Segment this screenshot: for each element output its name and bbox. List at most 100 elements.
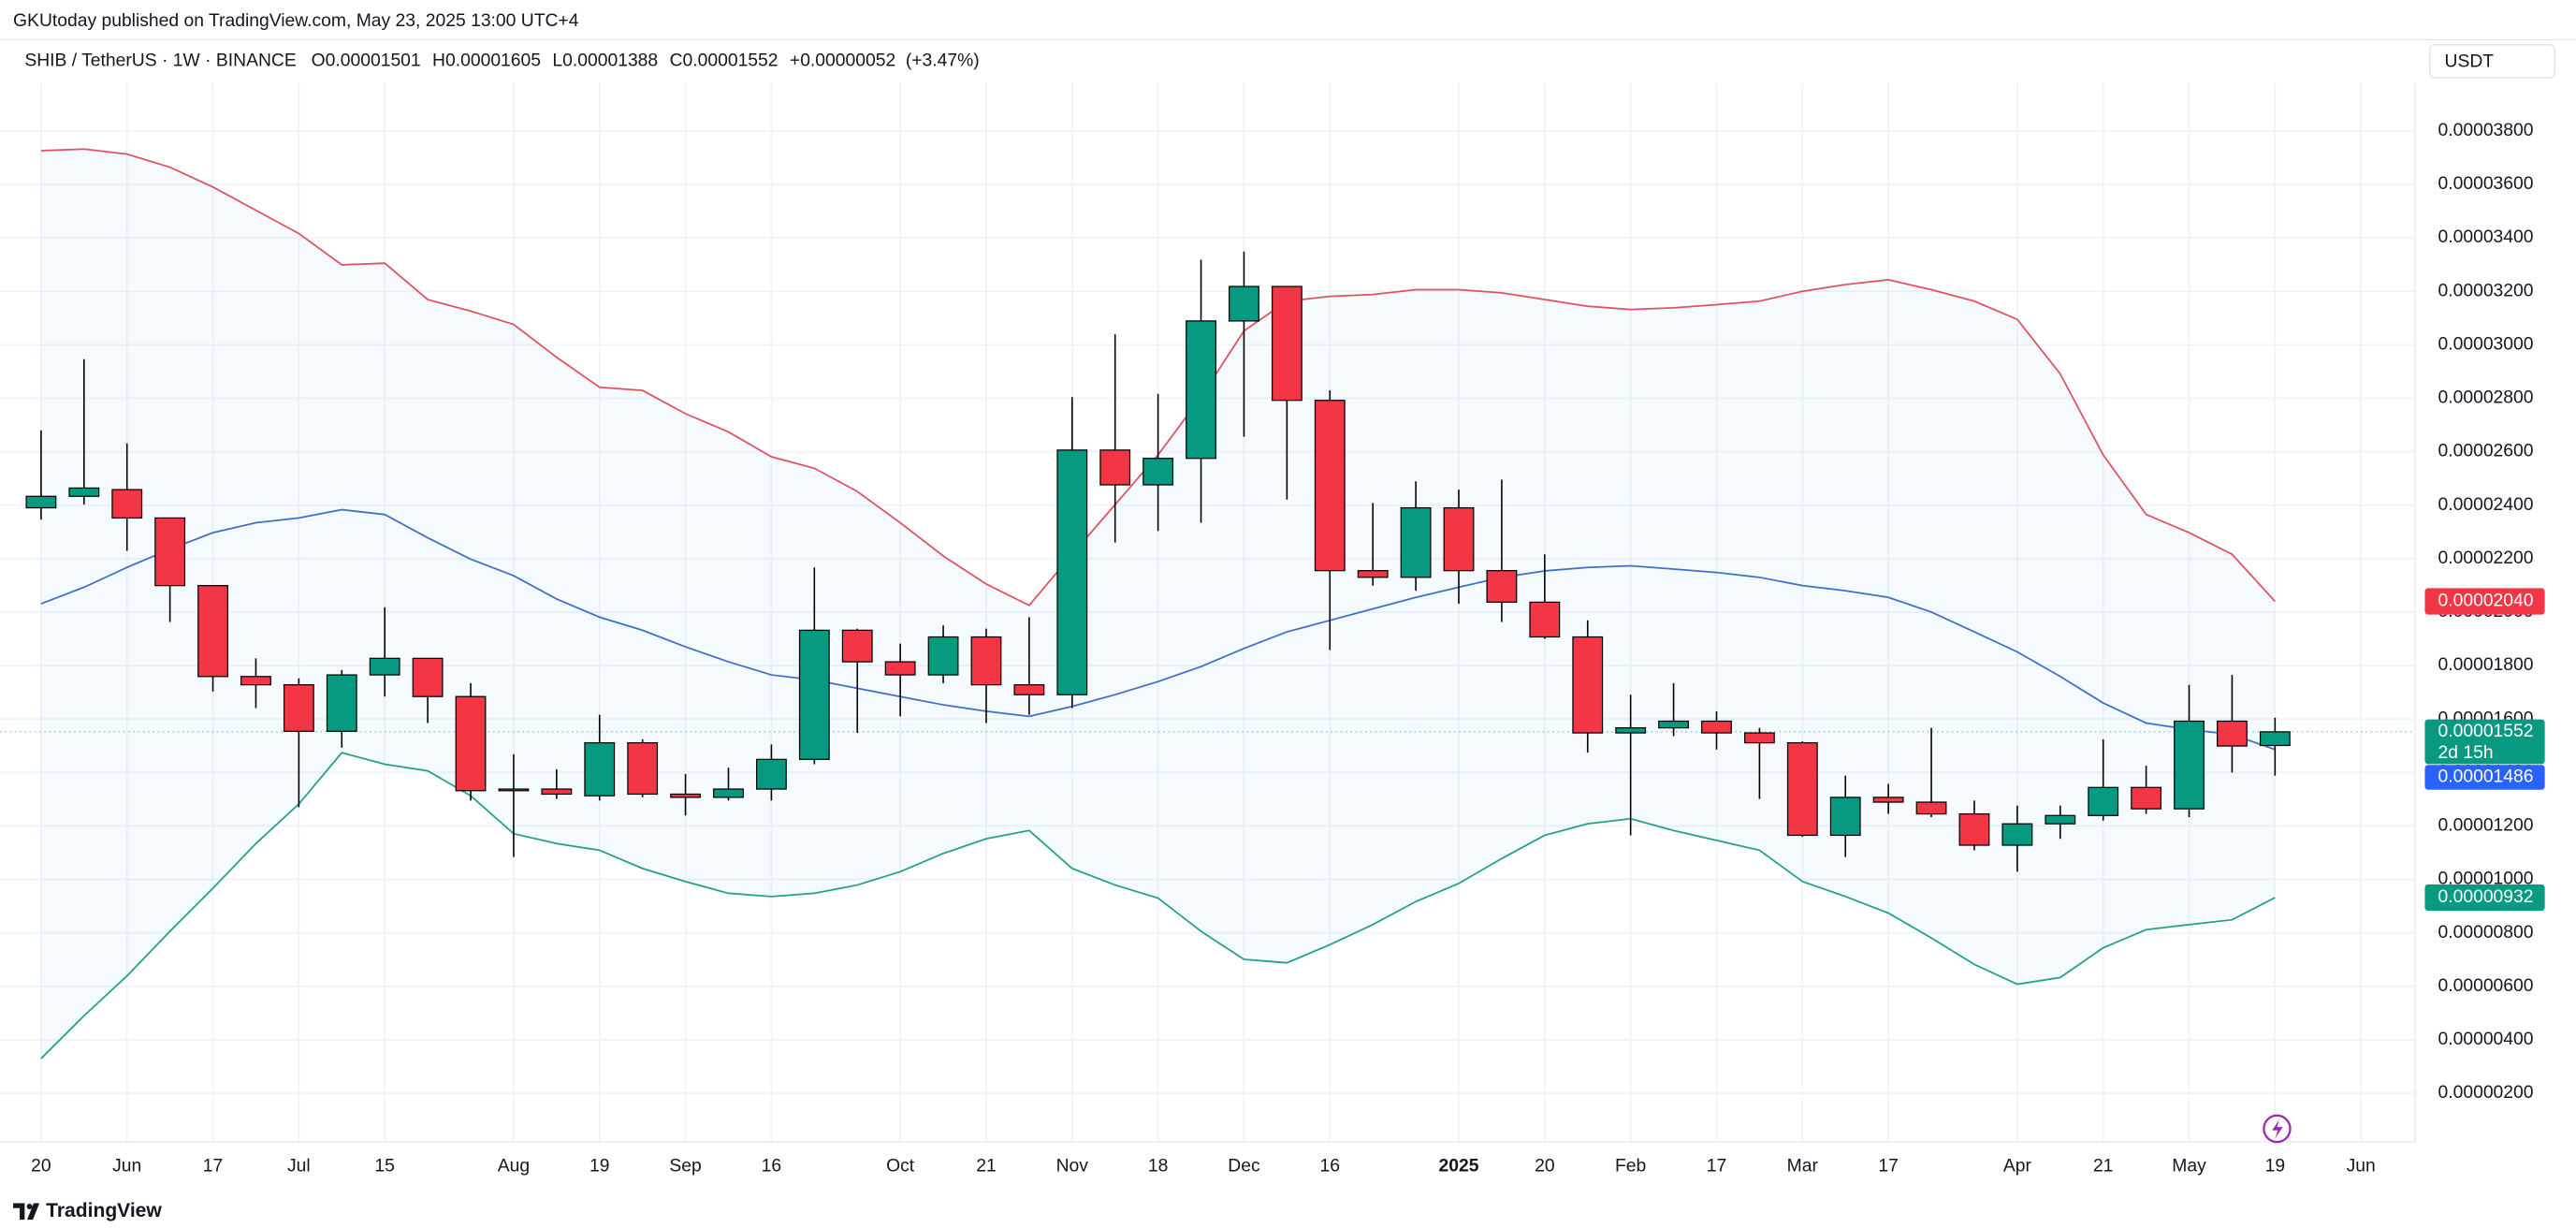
- x-tick-label: 19: [589, 1156, 609, 1177]
- y-tick-label: 0.00003400: [2438, 227, 2534, 247]
- middle-band-tag: [2424, 765, 2545, 790]
- y-tick-label: 0.00001000: [2438, 869, 2534, 889]
- candle-body: [1572, 636, 1604, 734]
- ohlc-value: 0.00001605: [445, 51, 541, 71]
- candle-body: [197, 585, 228, 678]
- candle-body: [1829, 797, 1861, 837]
- candle-body: [2259, 731, 2291, 747]
- candle-body: [755, 758, 787, 790]
- candle-body: [1872, 797, 1904, 803]
- y-tick-label: 0.00002800: [2438, 387, 2534, 408]
- logo-shape: [26, 1203, 40, 1221]
- candle-body: [154, 517, 186, 587]
- candle-body: [713, 788, 744, 798]
- candle-body: [455, 695, 487, 792]
- x-tick-label: Jun: [2347, 1156, 2376, 1177]
- x-tick-label: 15: [374, 1156, 394, 1177]
- lower-band-label: 0.00000932: [2438, 886, 2534, 907]
- candle-body: [884, 661, 916, 676]
- candle-body: [68, 487, 100, 497]
- symbol-title: SHIB / TetherUS · 1W · BINANCE: [24, 51, 296, 71]
- x-tick-label: Dec: [1228, 1156, 1260, 1177]
- lower-band-tag: [2424, 884, 2545, 912]
- candle-body: [2088, 786, 2119, 816]
- x-tick-label: 21: [976, 1156, 996, 1177]
- close-label: 0.00001552: [2438, 721, 2534, 741]
- lightning-button[interactable]: [2263, 1114, 2292, 1144]
- candle-body: [927, 636, 959, 676]
- candle-body: [1357, 570, 1389, 578]
- close-tag: [2424, 719, 2545, 765]
- middle-band-label: 0.00001486: [2438, 767, 2534, 787]
- ohlc-value: 0.00001388: [562, 51, 658, 71]
- y-tick-label: 0.00003200: [2438, 280, 2534, 300]
- x-tick-label: 17: [1707, 1156, 1726, 1177]
- change: +0.00000052: [790, 51, 895, 71]
- candle-body: [1701, 720, 1732, 734]
- candle-body: [369, 657, 400, 676]
- candle-body: [2001, 823, 2033, 846]
- upper-band-tag: [2424, 588, 2545, 615]
- x-tick-label: Oct: [886, 1156, 915, 1177]
- candle-body: [1915, 801, 1947, 815]
- x-tick-label: Jun: [112, 1156, 141, 1177]
- y-tick-label: 0.00000200: [2438, 1082, 2534, 1103]
- candle-body: [326, 674, 357, 732]
- currency-label[interactable]: USDT: [2445, 51, 2495, 71]
- candle-body: [1314, 400, 1346, 572]
- candle-body: [1443, 506, 1475, 572]
- ohlc-value: 0.00001501: [326, 51, 421, 71]
- x-tick-label: Aug: [498, 1156, 530, 1177]
- band-line: [40, 752, 2276, 1060]
- candle-body: [1400, 506, 1432, 578]
- y-tick-label: 0.00000800: [2438, 922, 2534, 943]
- currency-button[interactable]: [2429, 44, 2555, 79]
- x-tick-label: 18: [1148, 1156, 1168, 1177]
- candle-body: [627, 741, 659, 796]
- ohlc-key: H: [432, 51, 445, 71]
- candle-body: [841, 629, 873, 663]
- x-tick-label: 16: [1320, 1156, 1340, 1177]
- x-tick-label: Nov: [1056, 1156, 1089, 1177]
- candle-body: [1229, 285, 1259, 322]
- x-tick-label: Mar: [1787, 1156, 1819, 1177]
- band-fill: [40, 149, 2276, 1059]
- lightning-icon[interactable]: [2272, 1119, 2283, 1139]
- y-tick-label: 0.00003600: [2438, 173, 2534, 194]
- candle-body: [1099, 449, 1131, 486]
- candle-body: [283, 684, 314, 732]
- candle-body: [1186, 320, 1216, 460]
- y-tick-label: 0.00001800: [2438, 654, 2534, 675]
- x-tick-label: 17: [1878, 1156, 1898, 1177]
- candle-body: [1013, 684, 1045, 695]
- x-tick-label: May: [2172, 1156, 2206, 1177]
- ohlc-key: C: [670, 51, 683, 71]
- candle-body: [240, 676, 271, 686]
- x-tick-label: 21: [2093, 1156, 2113, 1177]
- upper-band-label: 0.00002040: [2438, 591, 2534, 611]
- candle-body: [584, 741, 616, 797]
- publisher-line: GKUtoday published on TradingView.com, M…: [13, 10, 579, 31]
- candle-body: [541, 788, 573, 796]
- y-tick-label: 0.00000600: [2438, 975, 2534, 996]
- y-tick-label: 0.00003000: [2438, 333, 2534, 354]
- countdown-label: 2d 15h: [2438, 742, 2494, 763]
- symbol-legend: SHIB / TetherUS · 1W · BINANCE O0.000015…: [24, 51, 979, 71]
- tradingview-logo: [13, 1203, 40, 1221]
- x-tick-label: 2025: [1439, 1156, 1479, 1177]
- y-tick-label: 0.00002200: [2438, 548, 2534, 568]
- candle-body: [1743, 732, 1775, 744]
- candle-body: [1786, 741, 1818, 837]
- ohlc-key: O: [312, 51, 326, 71]
- x-tick-label: 20: [1535, 1156, 1555, 1177]
- x-tick-label: 16: [762, 1156, 781, 1177]
- x-tick-label: Apr: [2003, 1156, 2032, 1177]
- candle-body: [2174, 720, 2205, 810]
- candle-body: [498, 788, 530, 792]
- candle-body: [1615, 727, 1647, 734]
- ohlc-value: 0.00001552: [683, 51, 779, 71]
- candle-body: [412, 657, 444, 697]
- band-line: [40, 508, 2276, 751]
